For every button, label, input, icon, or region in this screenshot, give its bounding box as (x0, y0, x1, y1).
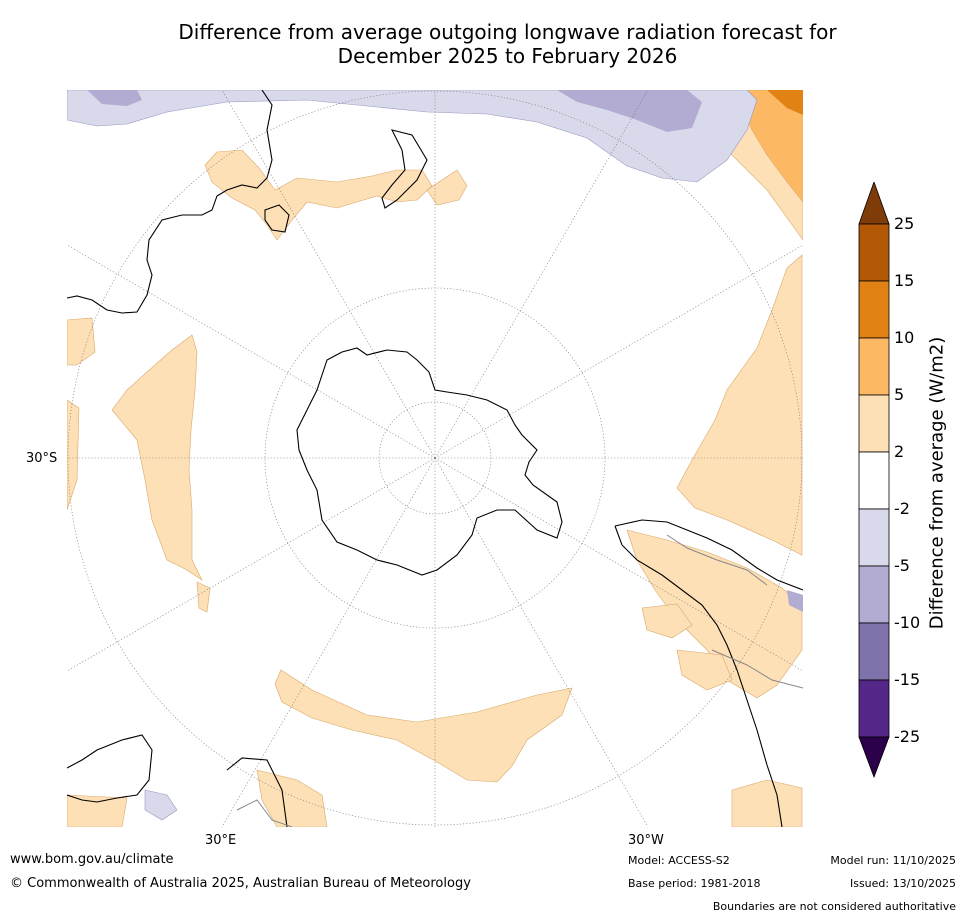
colorbar-bin-9 (858, 679, 890, 738)
map-svg (67, 90, 803, 827)
longitude-label-30w: 30°W (628, 833, 664, 848)
colorbar-label: Difference from average (W/m2) (926, 336, 948, 630)
map-panel (67, 90, 803, 827)
colorbar-tick-label: 25 (894, 214, 915, 233)
title-line-2: December 2025 to February 2026 (337, 44, 678, 68)
colorbar-tick-label: -5 (894, 556, 910, 575)
website-link[interactable]: www.bom.gov.au/climate (10, 852, 174, 867)
colorbar-tick-label: 10 (894, 328, 915, 347)
madagascar-coast (226, 757, 288, 827)
colorbar-bin-5 (858, 451, 890, 510)
colorbar-tick-label: -10 (894, 613, 921, 632)
new-zealand-coast (381, 129, 428, 209)
anomaly-negative-5-10 (87, 90, 803, 612)
graticule (67, 90, 803, 827)
longitude-label-30e: 30°E (205, 833, 237, 848)
anomaly-positive-2-5 (67, 90, 803, 827)
base-period-text: Base period: 1981-2018 (628, 877, 761, 890)
colorbar-tick-label: -25 (894, 727, 921, 746)
south-america-coast (614, 519, 803, 591)
colorbar-tick-label: 2 (894, 442, 905, 461)
borders (236, 534, 803, 827)
colorbar-tick-label: 15 (894, 271, 915, 290)
model-run-text: Model run: 11/10/2025 (830, 854, 956, 867)
copyright-text: © Commonwealth of Australia 2025, Austra… (10, 876, 471, 891)
antarctica-coast (296, 347, 563, 576)
africa-coast (67, 734, 153, 803)
south-america-coast-2 (614, 525, 783, 827)
latitude-label-30s: 30°S (26, 451, 58, 466)
disclaimer-text: Boundaries are not considered authoritat… (712, 900, 956, 913)
colorbar-bin-3 (858, 337, 890, 396)
model-text: Model: ACCESS-S2 (628, 854, 730, 867)
colorbar-tick-label: -2 (894, 499, 910, 518)
colorbar-bin-4 (858, 394, 890, 453)
colorbar-bin-10 (858, 736, 890, 779)
colorbar-tick-label: 5 (894, 385, 905, 404)
tasmania-coast (264, 204, 290, 233)
title-line-1: Difference from average outgoing longwav… (178, 20, 837, 44)
colorbar-bin-2 (858, 280, 890, 339)
colorbar (858, 182, 890, 779)
colorbar-tick-label: -15 (894, 670, 921, 689)
australia-coast (67, 90, 273, 314)
colorbar-bin-0 (858, 182, 890, 225)
anomaly-negative-2-5 (67, 90, 758, 821)
coastlines (67, 90, 803, 827)
chart-title: Difference from average outgoing longwav… (60, 20, 955, 68)
colorbar-bin-6 (858, 508, 890, 567)
colorbar-bin-8 (858, 622, 890, 681)
issued-text: Issued: 13/10/2025 (849, 877, 956, 890)
colorbar-bin-1 (858, 223, 890, 282)
colorbar-bin-7 (858, 565, 890, 624)
